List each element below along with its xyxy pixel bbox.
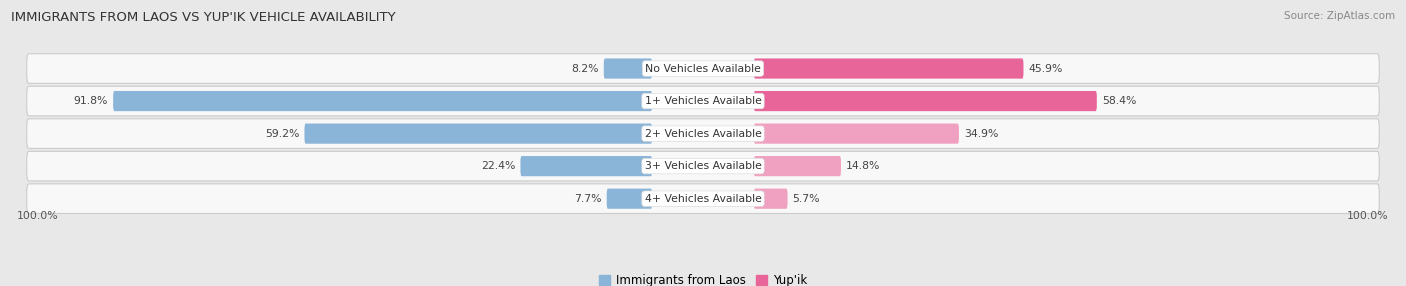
Text: Source: ZipAtlas.com: Source: ZipAtlas.com <box>1284 11 1395 21</box>
FancyBboxPatch shape <box>754 124 959 144</box>
Text: 3+ Vehicles Available: 3+ Vehicles Available <box>644 161 762 171</box>
Text: 14.8%: 14.8% <box>846 161 880 171</box>
Text: 100.0%: 100.0% <box>1347 211 1389 221</box>
FancyBboxPatch shape <box>603 58 652 79</box>
FancyBboxPatch shape <box>754 58 1024 79</box>
FancyBboxPatch shape <box>607 188 652 209</box>
Legend: Immigrants from Laos, Yup'ik: Immigrants from Laos, Yup'ik <box>593 269 813 286</box>
FancyBboxPatch shape <box>112 91 652 111</box>
Text: 34.9%: 34.9% <box>965 129 998 139</box>
Text: 58.4%: 58.4% <box>1102 96 1136 106</box>
FancyBboxPatch shape <box>27 86 1379 116</box>
FancyBboxPatch shape <box>27 151 1379 181</box>
Text: 8.2%: 8.2% <box>571 63 599 74</box>
Text: 22.4%: 22.4% <box>481 161 516 171</box>
FancyBboxPatch shape <box>27 54 1379 83</box>
Text: 91.8%: 91.8% <box>73 96 108 106</box>
Text: 100.0%: 100.0% <box>17 211 59 221</box>
FancyBboxPatch shape <box>27 119 1379 148</box>
Text: No Vehicles Available: No Vehicles Available <box>645 63 761 74</box>
Text: IMMIGRANTS FROM LAOS VS YUP'IK VEHICLE AVAILABILITY: IMMIGRANTS FROM LAOS VS YUP'IK VEHICLE A… <box>11 11 396 24</box>
Text: 4+ Vehicles Available: 4+ Vehicles Available <box>644 194 762 204</box>
FancyBboxPatch shape <box>27 184 1379 213</box>
FancyBboxPatch shape <box>754 91 1097 111</box>
Text: 2+ Vehicles Available: 2+ Vehicles Available <box>644 129 762 139</box>
FancyBboxPatch shape <box>754 188 787 209</box>
Text: 1+ Vehicles Available: 1+ Vehicles Available <box>644 96 762 106</box>
Text: 5.7%: 5.7% <box>793 194 820 204</box>
Text: 59.2%: 59.2% <box>266 129 299 139</box>
FancyBboxPatch shape <box>754 156 841 176</box>
FancyBboxPatch shape <box>520 156 652 176</box>
Text: 45.9%: 45.9% <box>1029 63 1063 74</box>
Text: 7.7%: 7.7% <box>574 194 602 204</box>
FancyBboxPatch shape <box>305 124 652 144</box>
